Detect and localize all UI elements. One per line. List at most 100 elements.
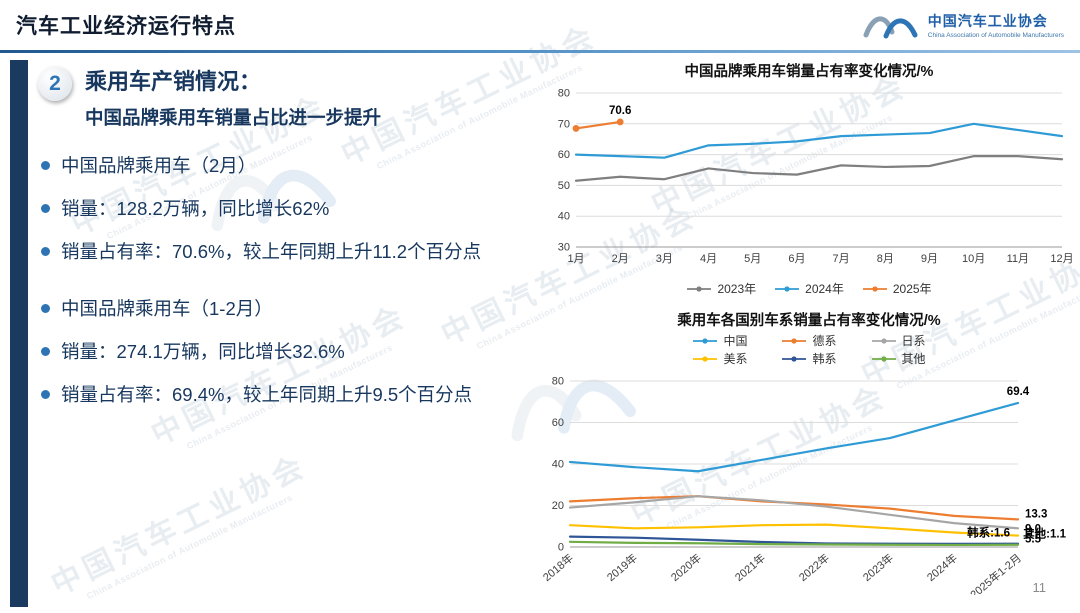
svg-text:4月: 4月 [700, 253, 717, 265]
svg-text:其他:1.1: 其他:1.1 [1023, 527, 1066, 541]
svg-text:30: 30 [558, 242, 570, 254]
svg-text:7月: 7月 [833, 253, 850, 265]
org-name-en: China Association of Automobile Manufact… [927, 32, 1064, 39]
left-accent-bar [10, 60, 28, 607]
svg-text:6月: 6月 [788, 253, 805, 265]
section-number-badge: 2 [38, 67, 72, 101]
svg-text:20: 20 [552, 500, 564, 512]
bullet-item: 销量：128.2万辆，同比增长62% [38, 195, 510, 223]
watermark: 中国汽车工业协会 China Association of Automobile… [42, 441, 317, 612]
bullet-item: 销量占有率：69.4%，较上年同期上升9.5个百分点 [38, 381, 510, 409]
svg-text:2023年: 2023年 [860, 551, 896, 585]
chart-brand-share-monthly: 中国品牌乘用车销量占有率变化情况/% 30 40 50 60 70 80 1月 2月 3月 4月 5… [538, 60, 1080, 297]
svg-text:70: 70 [558, 118, 570, 130]
bullet-group-jan-feb: 中国品牌乘用车（1-2月） 销量：274.1万辆，同比增长32.6% 销量占有率… [38, 295, 510, 408]
svg-text:10月: 10月 [962, 253, 985, 265]
watermark-en: China Association of Automobile Manufact… [85, 492, 295, 602]
legend-label: 德系 [812, 334, 837, 348]
svg-text:2020年: 2020年 [668, 551, 704, 585]
svg-text:2021年: 2021年 [732, 551, 768, 585]
svg-text:9.0: 9.0 [1025, 523, 1041, 535]
svg-text:1月: 1月 [567, 253, 584, 265]
svg-text:2024年: 2024年 [924, 551, 960, 585]
org-name-cn: 中国汽车工业协会 [927, 13, 1048, 29]
legend-line-marker-icon [687, 285, 712, 292]
legend-line-marker-icon [775, 285, 800, 292]
chart2-legend: 中国 德系 日系美系 韩系 其他 [538, 332, 1080, 367]
bullet-item: 销量：274.1万辆，同比增长32.6% [38, 338, 510, 366]
chart1-plot: 30 40 50 60 70 80 1月 2月 3月 4月 5月 6月 7月 8月 9月 10月 11月 12月 7… [558, 88, 1074, 266]
svg-text:2018年: 2018年 [540, 551, 576, 585]
legend-line-marker-icon [871, 355, 896, 362]
svg-text:60: 60 [552, 417, 564, 429]
org-logo: 中国汽车工业协会 China Association of Automobile… [862, 8, 1064, 42]
legend-item: 2024年 [774, 280, 844, 297]
svg-text:12月: 12月 [1050, 253, 1073, 265]
legend-label: 美系 [723, 352, 748, 366]
svg-text:0: 0 [558, 542, 564, 554]
legend-item: 日系 [871, 332, 926, 349]
legend-line-marker-icon [862, 285, 887, 292]
slide-header: 汽车工业经济运行特点 中国汽车工业协会 China Association of… [0, 0, 1080, 50]
legend-label: 中国 [723, 334, 748, 348]
legend-line-marker-icon [871, 337, 896, 344]
chart-country-share-yearly: 乘用车各国别车系销量占有率变化情况/% 中国 德系 日系美系 韩系 其他 0 20 40 60… [538, 309, 1080, 602]
section-heading: 乘用车产销情况： [85, 69, 262, 94]
svg-text:13.3: 13.3 [1025, 508, 1047, 520]
chart1-legend: 2023年 2024年 2025年 [538, 280, 1080, 297]
svg-text:60: 60 [558, 149, 570, 161]
svg-text:2025年1-2月: 2025年1-2月 [967, 551, 1024, 595]
legend-item: 2025年 [862, 280, 932, 297]
svg-text:11月: 11月 [1007, 253, 1029, 265]
legend-item: 德系 [781, 332, 837, 349]
legend-label: 2025年 [892, 282, 932, 296]
svg-text:5.5: 5.5 [1025, 534, 1042, 546]
chart2-plot: 0 20 40 60 80 2018年 2019年 2020年 2021年 2022年 2023年 2… [540, 376, 1067, 602]
slide-title: 汽车工业经济运行特点 [16, 15, 236, 38]
svg-text:9月: 9月 [921, 253, 938, 265]
legend-item: 其他 [871, 350, 926, 367]
legend-label: 其他 [901, 352, 926, 366]
org-logo-text: 中国汽车工业协会 China Association of Automobile… [928, 11, 1064, 39]
bullet-group-feb: 中国品牌乘用车（2月） 销量：128.2万辆，同比增长62% 销量占有率：70.… [38, 152, 510, 265]
bullet-item: 中国品牌乘用车（1-2月） [38, 295, 510, 323]
svg-text:8月: 8月 [877, 253, 894, 265]
section-subheading: 中国品牌乘用车销量占比进一步提升 [85, 107, 382, 128]
watermark-cn: 中国汽车工业协会 [46, 449, 313, 602]
legend-line-marker-icon [782, 355, 807, 362]
svg-text:70.6: 70.6 [609, 105, 631, 117]
svg-text:韩系:1.6: 韩系:1.6 [967, 526, 1010, 540]
page-number: 11 [1032, 580, 1047, 595]
legend-line-marker-icon [693, 337, 718, 344]
bullet-item: 中国品牌乘用车（2月） [38, 152, 510, 180]
chart1-title: 中国品牌乘用车销量占有率变化情况/% [684, 64, 934, 80]
svg-text:80: 80 [558, 88, 570, 100]
summary-panel: 2 乘用车产销情况： 中国品牌乘用车销量占比进一步提升 中国品牌乘用车（2月） … [38, 64, 510, 409]
legend-item: 2023年 [686, 280, 756, 297]
legend-label: 韩系 [812, 352, 837, 366]
chart2-title: 乘用车各国别车系销量占有率变化情况/% [677, 313, 941, 329]
legend-item: 韩系 [781, 350, 837, 367]
svg-text:40: 40 [558, 211, 570, 223]
legend-item: 美系 [692, 350, 747, 367]
legend-label: 2023年 [717, 282, 757, 296]
bullet-item: 销量占有率：70.6%，较上年同期上升11.2个百分点 [38, 238, 510, 266]
caam-logo-icon [863, 16, 918, 39]
legend-item: 中国 [692, 332, 747, 349]
svg-text:5月: 5月 [744, 253, 761, 265]
section-titles: 乘用车产销情况： 中国品牌乘用车销量占比进一步提升 [85, 64, 381, 130]
svg-text:80: 80 [552, 376, 564, 388]
svg-text:2022年: 2022年 [796, 551, 832, 585]
charts-panel: 中国品牌乘用车销量占有率变化情况/% 30 40 50 60 70 80 1月 2月 3月 4月 5… [538, 56, 1080, 602]
svg-text:2019年: 2019年 [604, 551, 640, 585]
section-header: 2 乘用车产销情况： 中国品牌乘用车销量占比进一步提升 [38, 64, 510, 130]
legend-line-marker-icon [693, 355, 718, 362]
svg-text:50: 50 [558, 180, 570, 192]
svg-text:69.4: 69.4 [1007, 386, 1030, 398]
svg-text:2月: 2月 [612, 253, 629, 265]
svg-text:40: 40 [552, 459, 564, 471]
legend-label: 2024年 [805, 282, 844, 296]
legend-line-marker-icon [782, 337, 807, 344]
svg-text:3月: 3月 [656, 253, 673, 265]
header-divider [0, 50, 1080, 53]
